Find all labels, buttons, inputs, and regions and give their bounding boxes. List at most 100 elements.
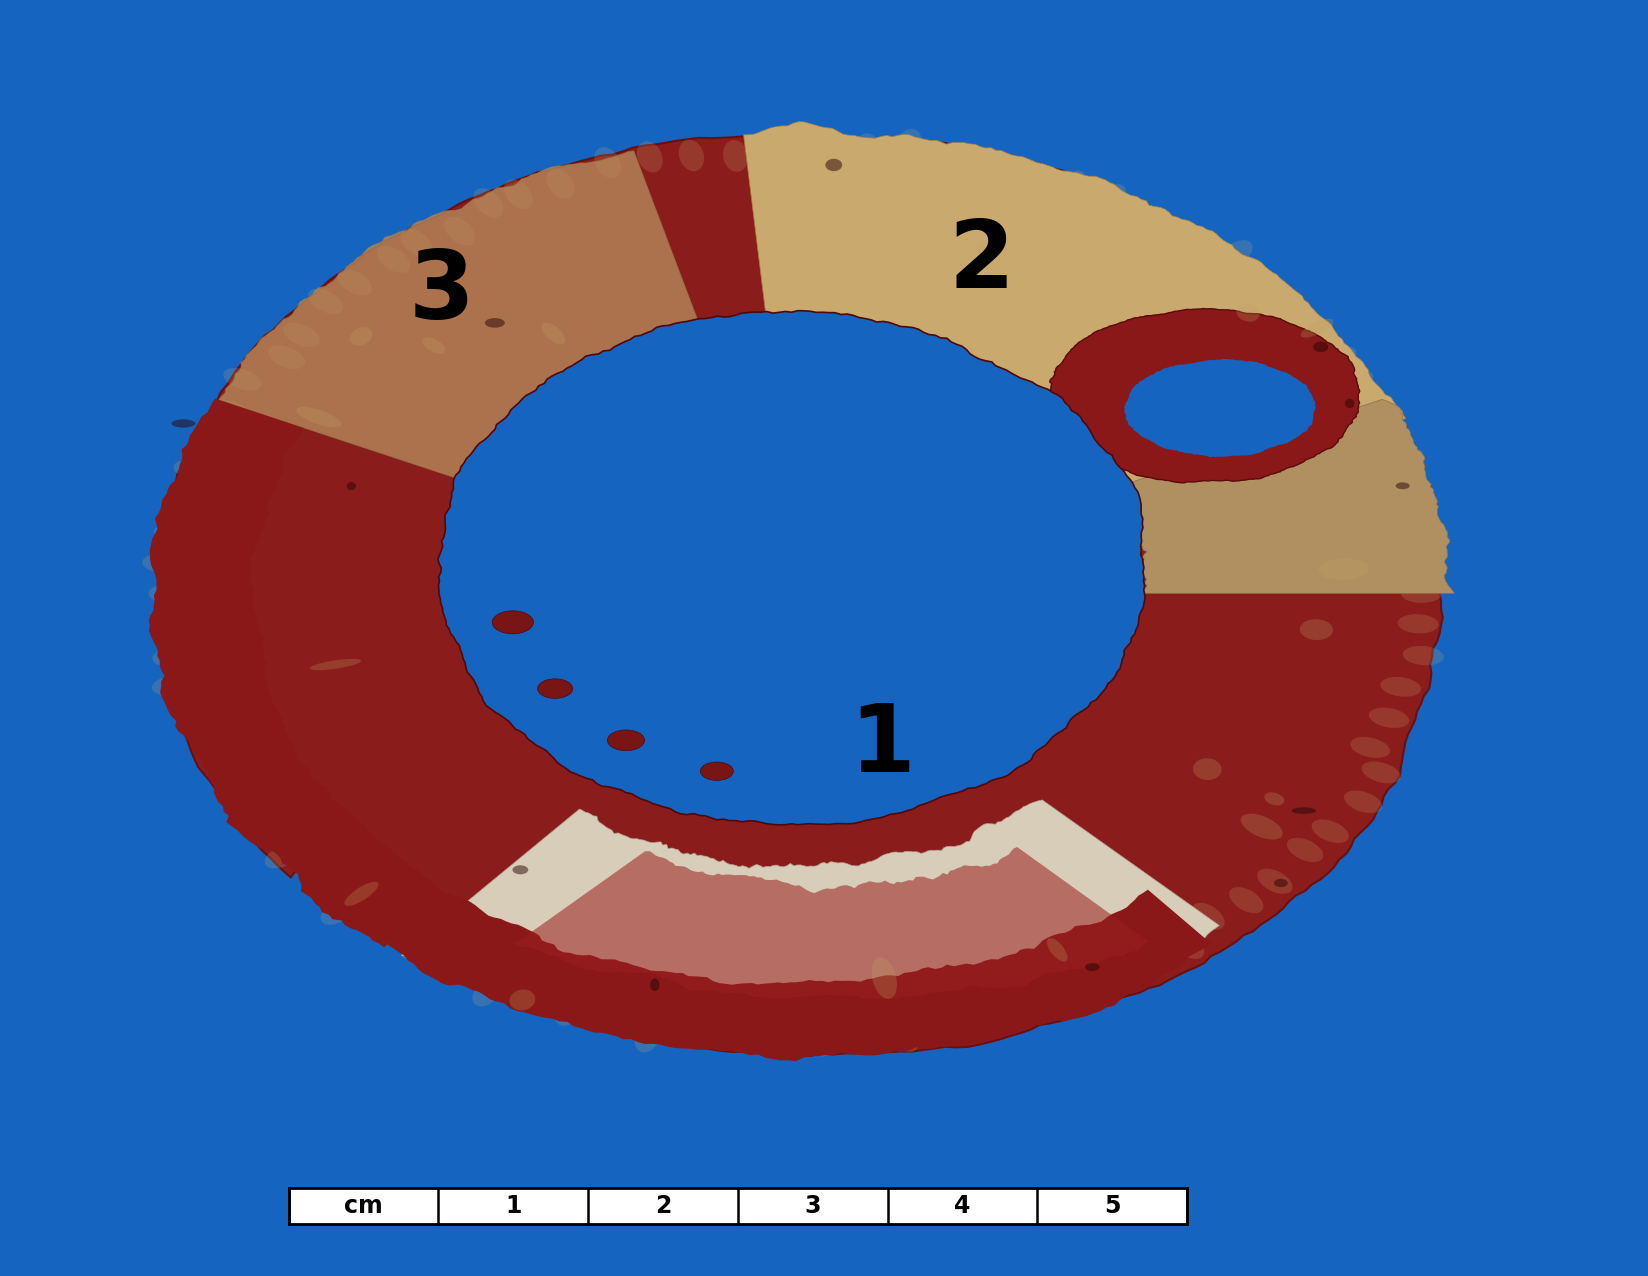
Ellipse shape <box>1170 230 1201 258</box>
Ellipse shape <box>1252 293 1287 319</box>
Ellipse shape <box>974 240 990 256</box>
Ellipse shape <box>649 979 659 991</box>
Ellipse shape <box>1096 184 1126 213</box>
Polygon shape <box>1048 309 1360 482</box>
Ellipse shape <box>491 611 532 634</box>
Ellipse shape <box>153 615 194 634</box>
Ellipse shape <box>1300 319 1333 338</box>
Ellipse shape <box>310 658 361 670</box>
Ellipse shape <box>634 1021 659 1053</box>
Ellipse shape <box>267 346 305 369</box>
Ellipse shape <box>1402 646 1444 665</box>
Ellipse shape <box>636 142 662 172</box>
Ellipse shape <box>1361 762 1399 783</box>
Ellipse shape <box>1172 931 1203 960</box>
Ellipse shape <box>1264 792 1284 805</box>
Polygon shape <box>148 398 447 947</box>
Ellipse shape <box>211 399 249 421</box>
Ellipse shape <box>171 420 194 427</box>
Ellipse shape <box>897 129 921 161</box>
Ellipse shape <box>338 269 371 296</box>
Ellipse shape <box>554 995 582 1026</box>
Ellipse shape <box>152 675 193 695</box>
Text: 3: 3 <box>409 248 475 339</box>
Ellipse shape <box>1226 268 1261 293</box>
Ellipse shape <box>1317 559 1368 579</box>
Ellipse shape <box>1020 166 1048 197</box>
Ellipse shape <box>1218 240 1252 267</box>
Ellipse shape <box>872 957 897 999</box>
Ellipse shape <box>1056 171 1086 200</box>
Ellipse shape <box>766 1023 791 1055</box>
Ellipse shape <box>320 898 354 925</box>
Ellipse shape <box>377 246 410 273</box>
Ellipse shape <box>222 367 262 390</box>
Ellipse shape <box>308 288 343 314</box>
Ellipse shape <box>1131 939 1162 968</box>
Ellipse shape <box>1318 346 1356 370</box>
Ellipse shape <box>152 647 193 667</box>
Text: 4: 4 <box>954 1194 971 1217</box>
Text: 5: 5 <box>1104 1194 1121 1217</box>
Ellipse shape <box>606 730 644 750</box>
Ellipse shape <box>435 954 465 983</box>
Ellipse shape <box>1394 482 1409 489</box>
Ellipse shape <box>346 482 356 490</box>
Ellipse shape <box>1368 708 1409 729</box>
Ellipse shape <box>485 318 504 328</box>
Ellipse shape <box>1388 491 1427 510</box>
Ellipse shape <box>180 493 219 512</box>
Ellipse shape <box>239 790 277 813</box>
Ellipse shape <box>722 1018 747 1050</box>
Ellipse shape <box>809 137 834 168</box>
Ellipse shape <box>283 323 320 347</box>
Ellipse shape <box>1404 522 1445 541</box>
Ellipse shape <box>979 153 1005 184</box>
Ellipse shape <box>1192 903 1224 930</box>
Polygon shape <box>514 847 1147 999</box>
Ellipse shape <box>981 1005 1007 1036</box>
Ellipse shape <box>1274 315 1310 339</box>
Ellipse shape <box>221 762 260 783</box>
Ellipse shape <box>1335 370 1373 393</box>
Ellipse shape <box>303 869 338 893</box>
Ellipse shape <box>1236 304 1259 322</box>
Ellipse shape <box>1312 342 1328 352</box>
Ellipse shape <box>142 554 183 573</box>
Ellipse shape <box>1290 808 1315 814</box>
Ellipse shape <box>1084 963 1099 971</box>
Ellipse shape <box>400 228 432 256</box>
Ellipse shape <box>938 152 964 182</box>
Ellipse shape <box>1285 838 1322 863</box>
Ellipse shape <box>473 188 503 217</box>
Ellipse shape <box>1379 462 1419 482</box>
Text: 2: 2 <box>948 216 1014 308</box>
Text: 3: 3 <box>804 1194 821 1217</box>
Polygon shape <box>743 121 1404 500</box>
Polygon shape <box>157 137 1442 1055</box>
Ellipse shape <box>208 736 247 757</box>
Ellipse shape <box>1299 619 1332 641</box>
Ellipse shape <box>368 912 400 939</box>
Ellipse shape <box>1239 814 1282 840</box>
Ellipse shape <box>1056 972 1086 1002</box>
Ellipse shape <box>809 1025 834 1057</box>
Ellipse shape <box>1208 420 1256 443</box>
Ellipse shape <box>1256 869 1292 894</box>
Ellipse shape <box>148 583 190 604</box>
Ellipse shape <box>854 133 878 165</box>
Polygon shape <box>437 310 1144 824</box>
Text: cm: cm <box>344 1194 382 1217</box>
Ellipse shape <box>1093 968 1122 998</box>
Ellipse shape <box>939 1002 964 1032</box>
Ellipse shape <box>201 429 241 450</box>
Ellipse shape <box>1228 887 1262 914</box>
Ellipse shape <box>1345 403 1384 425</box>
Ellipse shape <box>585 999 611 1030</box>
Ellipse shape <box>1274 879 1287 887</box>
Ellipse shape <box>1398 614 1437 633</box>
Ellipse shape <box>722 140 748 172</box>
Ellipse shape <box>265 843 302 868</box>
Polygon shape <box>219 151 714 490</box>
Ellipse shape <box>506 979 536 1008</box>
